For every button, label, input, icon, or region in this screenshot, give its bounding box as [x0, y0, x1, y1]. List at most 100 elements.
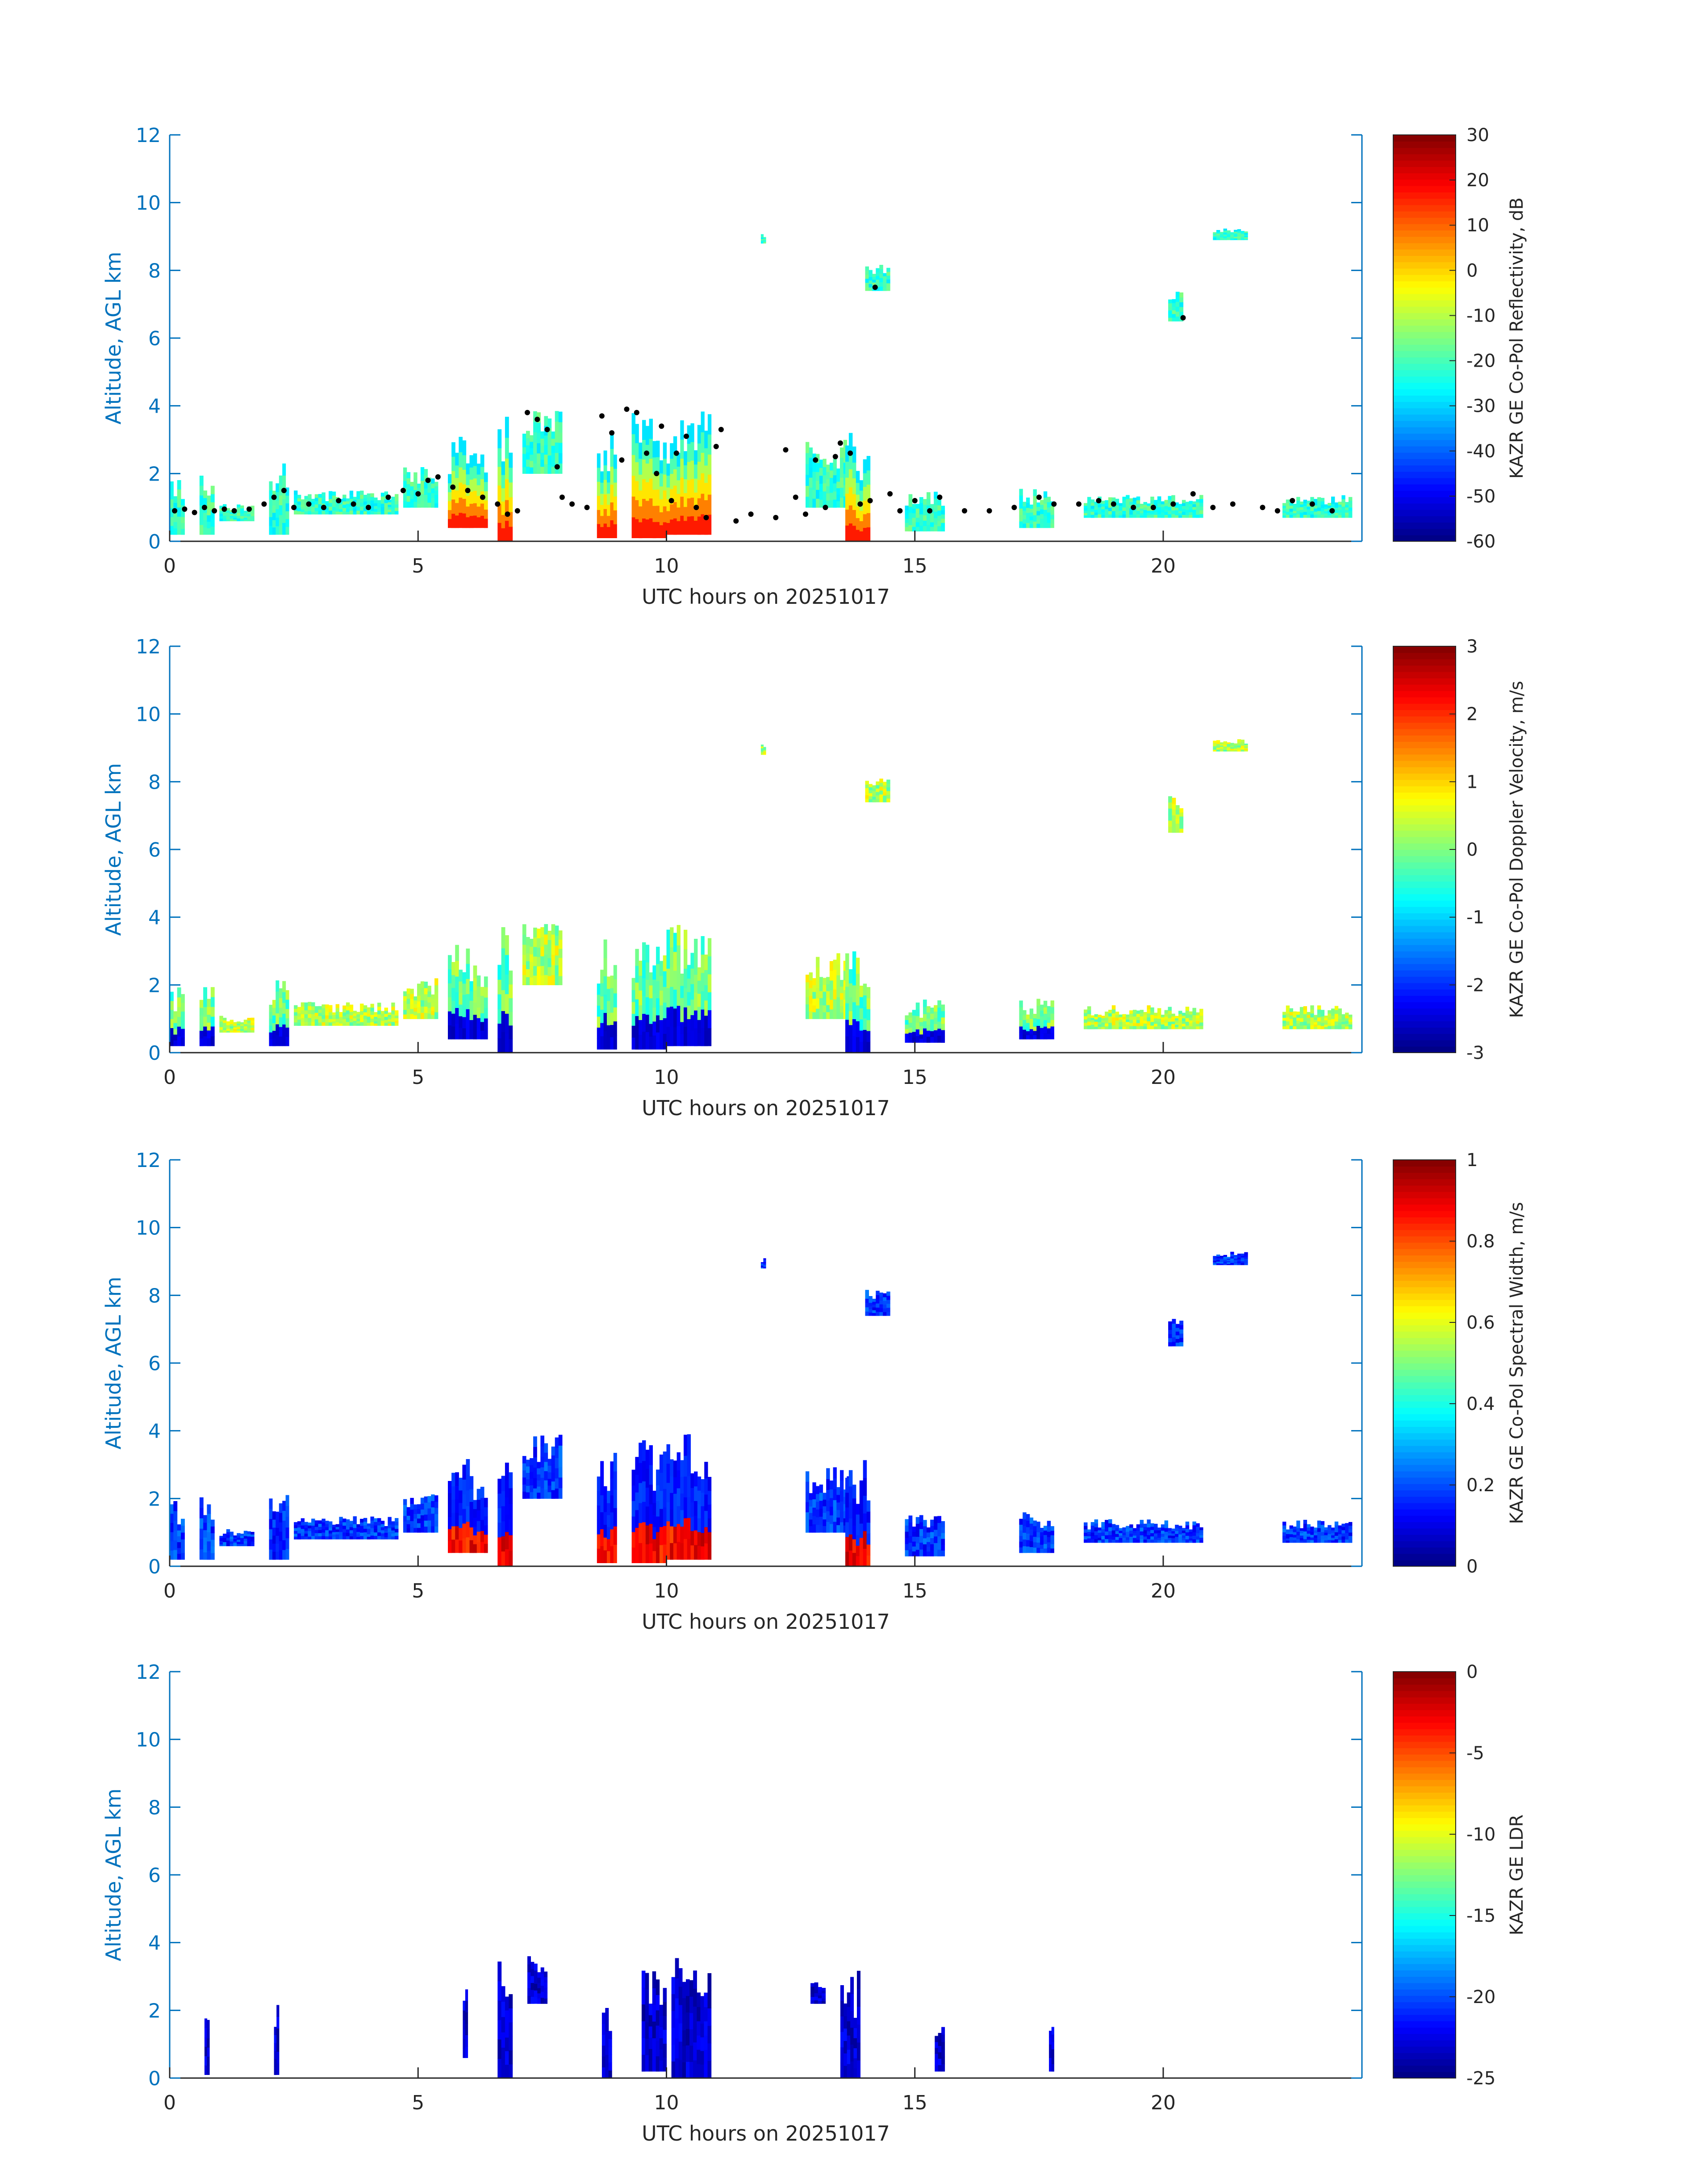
heatmap-cell — [941, 1527, 945, 1533]
heatmap-cell — [1091, 502, 1095, 506]
heatmap-cell — [1324, 513, 1328, 516]
heatmap-cell — [1300, 512, 1303, 515]
heatmap-cell — [537, 928, 541, 938]
heatmap-cell — [1175, 1531, 1179, 1534]
heatmap-cell — [534, 1983, 538, 1991]
heatmap-cell — [177, 1036, 181, 1046]
heatmap-cell — [1091, 506, 1095, 509]
heatmap-cell — [1161, 510, 1165, 513]
heatmap-cell — [421, 1006, 424, 1013]
heatmap-cell — [677, 1488, 681, 1506]
heatmap-cell — [424, 501, 428, 508]
heatmap-cell — [1196, 1536, 1200, 1540]
heatmap-cell — [1300, 1535, 1303, 1538]
heatmap-cell — [462, 1479, 466, 1494]
heatmap-cell — [660, 2027, 664, 2038]
heatmap-cell — [325, 1521, 329, 1524]
heatmap-cell — [417, 499, 421, 504]
heatmap-cell — [434, 1501, 438, 1508]
heatmap-cell — [451, 1513, 455, 1526]
heatmap-cell — [680, 1460, 684, 1477]
heatmap-cell — [332, 507, 336, 511]
heatmap-cell — [1119, 1017, 1123, 1020]
heatmap-cell — [604, 995, 607, 1013]
heatmap-cell — [1091, 1020, 1095, 1023]
heatmap-cell — [635, 1510, 639, 1528]
heatmap-cell — [205, 2065, 207, 2075]
heatmap-cell — [541, 1991, 544, 1998]
heatmap-cell — [849, 1502, 853, 1519]
heatmap-cell — [930, 504, 934, 509]
heatmap-cell — [363, 1009, 367, 1012]
heatmap-cell — [448, 1529, 452, 1541]
heatmap-cell — [484, 519, 488, 528]
colorbar-band — [1393, 1015, 1456, 1021]
heatmap-cell — [207, 1550, 211, 1560]
heatmap-cell — [548, 446, 552, 456]
heatmap-cell — [1186, 512, 1190, 515]
heatmap-cell — [1144, 1533, 1148, 1537]
heatmap-cell — [1189, 1531, 1193, 1534]
heatmap-cell — [916, 1550, 920, 1556]
heatmap-cell — [1026, 513, 1030, 518]
heatmap-cell — [1176, 1328, 1180, 1332]
heatmap-cell — [384, 1011, 388, 1014]
heatmap-cell — [840, 468, 844, 478]
heatmap-cell — [912, 1010, 916, 1016]
heatmap-cell — [526, 445, 530, 453]
heatmap-cell — [610, 1478, 614, 1496]
heatmap-cell — [533, 975, 537, 985]
heatmap-cell — [480, 515, 484, 528]
heatmap-cell — [417, 1001, 421, 1008]
heatmap-cell — [370, 1524, 374, 1528]
heatmap-cell — [854, 2038, 857, 2048]
heatmap-cell — [322, 1519, 325, 1522]
heatmap-cell — [350, 1005, 353, 1008]
heatmap-cell — [455, 1024, 459, 1040]
heatmap-cell — [930, 1025, 934, 1031]
heatmap-cell — [1296, 1017, 1300, 1020]
heatmap-cell — [923, 1520, 927, 1526]
heatmap-cell — [462, 455, 466, 470]
heatmap-cell — [1189, 1540, 1193, 1543]
heatmap-cell — [1199, 1019, 1203, 1022]
heatmap-cell — [381, 1536, 384, 1540]
heatmap-cell — [670, 443, 673, 459]
heatmap-cell — [1189, 515, 1193, 518]
heatmap-cell — [1154, 1524, 1158, 1527]
heatmap-cell — [230, 1543, 234, 1546]
heatmap-cell — [919, 1030, 923, 1035]
heatmap-cell — [462, 440, 466, 455]
heatmap-cell — [332, 495, 336, 499]
heatmap-cell — [856, 530, 860, 542]
heatmap-cell — [912, 1032, 916, 1037]
heatmap-cell — [652, 1491, 656, 1503]
heatmap-cell — [663, 2044, 667, 2058]
heatmap-cell — [937, 1536, 941, 1543]
heatmap-cell — [305, 511, 308, 514]
heatmap-cell — [1119, 1024, 1123, 1027]
heatmap-cell — [537, 966, 541, 976]
heatmap-cell — [763, 237, 766, 238]
heatmap-cell — [809, 1500, 813, 1506]
heatmap-cell — [1119, 513, 1123, 515]
heatmap-cell — [377, 1522, 381, 1526]
heatmap-cell — [1036, 1537, 1040, 1543]
heatmap-cell — [207, 2020, 209, 2029]
heatmap-cell — [1161, 1027, 1165, 1029]
heatmap-cell — [865, 283, 869, 287]
heatmap-cell — [672, 2061, 676, 2078]
overlay-point — [585, 505, 590, 510]
y-tick-label: 4 — [148, 395, 161, 418]
heatmap-cell — [1168, 1025, 1172, 1029]
heatmap-cell — [614, 1471, 617, 1490]
y-tick-label: 10 — [136, 703, 161, 726]
heatmap-cell — [1133, 1531, 1137, 1533]
heatmap-cell — [919, 1515, 923, 1522]
overlay-point — [401, 488, 406, 493]
heatmap-cell — [537, 1493, 541, 1499]
heatmap-cell — [694, 1515, 697, 1530]
heatmap-cell — [1310, 1535, 1314, 1538]
heatmap-cell — [1324, 1540, 1328, 1543]
heatmap-cell — [1150, 1022, 1154, 1026]
